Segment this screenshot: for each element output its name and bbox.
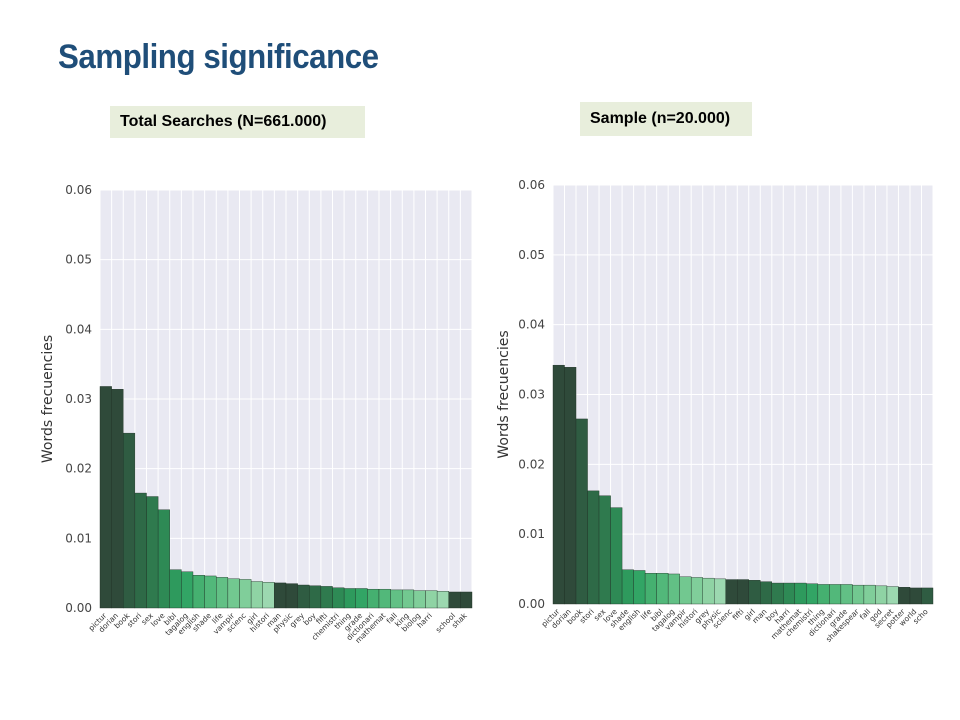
bar [227, 578, 240, 609]
bar [111, 389, 124, 609]
y-tick-label: 0.03 [65, 392, 92, 406]
bar [425, 590, 438, 609]
y-tick-label: 0.01 [65, 531, 92, 545]
bar [760, 581, 772, 605]
bar [840, 584, 853, 605]
bar [204, 575, 217, 609]
y-tick-label: 0.04 [518, 318, 545, 332]
bar [863, 584, 876, 605]
chart-label-sample: Sample (n=20.000) [580, 102, 752, 136]
bar [737, 579, 749, 605]
bar [921, 587, 934, 605]
y-tick-label: 0.02 [518, 457, 545, 471]
bar [714, 578, 726, 605]
bar [771, 582, 784, 605]
bar [690, 577, 703, 605]
bar [633, 570, 646, 605]
bar [343, 588, 356, 609]
total-searches-chart: 0.000.010.020.030.040.050.06picturdorian… [40, 183, 473, 645]
y-tick-label: 0.05 [518, 248, 545, 262]
bar [725, 579, 738, 605]
bar [587, 490, 600, 605]
bar [157, 509, 170, 609]
bar [575, 418, 588, 605]
sample-chart: 0.000.010.020.030.040.050.06picturdorian… [496, 178, 934, 644]
bar [552, 364, 565, 605]
bar [806, 583, 819, 605]
bar [367, 588, 380, 609]
bar [460, 591, 473, 609]
y-axis-label: Words frecuencies [496, 330, 512, 458]
bar [875, 585, 888, 605]
slide-title: Sampling significance [58, 38, 379, 76]
y-tick-label: 0.05 [65, 253, 92, 267]
bar [239, 579, 252, 609]
bar [181, 571, 194, 609]
bar [355, 588, 368, 609]
bar [656, 573, 669, 605]
bar [192, 575, 205, 609]
bar [274, 582, 287, 609]
bar [390, 589, 403, 609]
y-tick-label: 0.00 [65, 601, 92, 615]
bar [216, 577, 229, 609]
y-tick-label: 0.01 [518, 527, 545, 541]
bar [436, 591, 449, 609]
bar [794, 582, 807, 605]
bar [146, 496, 159, 609]
bar [169, 569, 182, 609]
bar [564, 367, 577, 605]
y-tick-label: 0.02 [65, 462, 92, 476]
bar [667, 573, 680, 605]
bar [783, 582, 796, 605]
bar [598, 495, 611, 605]
bar [413, 590, 426, 609]
y-tick-label: 0.04 [65, 322, 92, 336]
y-tick-label: 0.00 [518, 597, 545, 611]
bar [829, 584, 842, 605]
bar [99, 386, 112, 609]
bar [448, 591, 461, 609]
bar [285, 583, 298, 609]
bar [262, 582, 275, 609]
bar [134, 492, 147, 609]
bar [817, 584, 830, 605]
chart-label-total: Total Searches (N=661.000) [110, 106, 365, 138]
bar [644, 573, 657, 605]
y-tick-label: 0.06 [65, 183, 92, 197]
bar [320, 586, 333, 609]
bar [309, 585, 322, 609]
bar [886, 586, 899, 605]
bar [610, 507, 623, 605]
bar [297, 584, 310, 609]
y-tick-label: 0.03 [518, 388, 545, 402]
y-tick-label: 0.06 [518, 178, 545, 192]
bar [378, 588, 391, 609]
bar [898, 587, 911, 605]
bar [852, 584, 865, 605]
bar [402, 589, 415, 609]
bar [250, 581, 263, 609]
bar [621, 569, 634, 605]
y-axis-label: Words frecuencies [40, 335, 56, 463]
bar [123, 432, 136, 609]
bar [679, 576, 692, 605]
bar [332, 587, 345, 609]
bar [909, 587, 922, 605]
bar [702, 577, 715, 605]
bar [748, 580, 761, 605]
